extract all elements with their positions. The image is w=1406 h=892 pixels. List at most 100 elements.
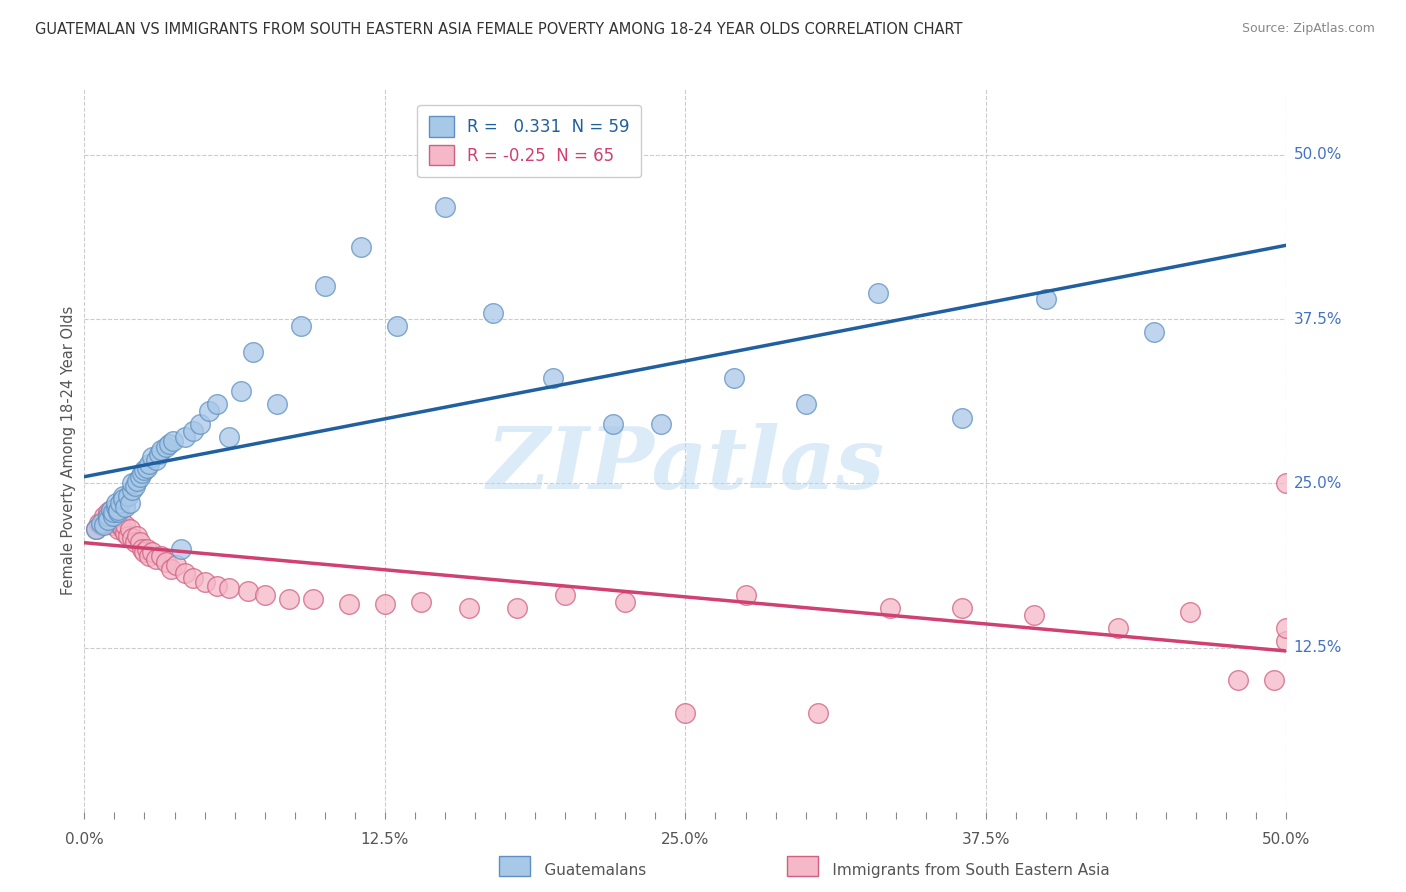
Point: [385, 318, 408, 333]
Point: [1275, 621, 1298, 635]
Point: [236, 584, 259, 599]
Point: [157, 437, 180, 451]
Point: [124, 479, 146, 493]
Point: [194, 574, 217, 589]
Point: [138, 549, 160, 563]
Point: [1180, 605, 1202, 619]
Point: [337, 597, 360, 611]
Point: [205, 397, 228, 411]
Text: 25.0%: 25.0%: [1294, 475, 1341, 491]
Point: [121, 532, 143, 546]
Point: [110, 509, 132, 524]
Point: [131, 541, 153, 556]
Point: [121, 476, 143, 491]
Point: [950, 601, 973, 615]
Text: 0.0%: 0.0%: [65, 832, 104, 847]
Point: [614, 594, 637, 608]
Point: [162, 434, 184, 449]
Point: [86, 522, 108, 536]
Point: [114, 526, 136, 541]
Point: [100, 502, 122, 516]
Point: [134, 463, 156, 477]
Text: Source: ZipAtlas.com: Source: ZipAtlas.com: [1241, 22, 1375, 36]
Point: [541, 371, 564, 385]
Point: [111, 491, 134, 506]
Point: [374, 597, 396, 611]
Point: [879, 601, 901, 615]
Point: [118, 522, 141, 536]
Text: 37.5%: 37.5%: [962, 832, 1010, 847]
Point: [266, 397, 288, 411]
Point: [111, 490, 134, 504]
Point: [111, 522, 134, 536]
Point: [290, 318, 312, 333]
Point: [675, 706, 697, 721]
Point: [198, 404, 221, 418]
Point: [97, 513, 120, 527]
Point: [165, 558, 187, 572]
Point: [100, 513, 122, 527]
Point: [506, 601, 529, 615]
Point: [155, 555, 177, 569]
Point: [107, 522, 129, 536]
Point: [145, 552, 167, 566]
Point: [124, 535, 146, 549]
Point: [155, 440, 177, 454]
Point: [458, 601, 481, 615]
Point: [134, 544, 156, 558]
Point: [734, 588, 756, 602]
Point: [150, 443, 173, 458]
Point: [141, 544, 163, 558]
Point: [131, 466, 153, 480]
Point: [104, 505, 127, 519]
Point: [1227, 673, 1250, 688]
Point: [188, 417, 211, 432]
Legend: R =   0.331  N = 59, R = -0.25  N = 65: R = 0.331 N = 59, R = -0.25 N = 65: [418, 104, 641, 178]
Point: [127, 529, 149, 543]
Text: Guatemalans: Guatemalans: [520, 863, 647, 878]
Point: [277, 591, 299, 606]
Point: [807, 706, 830, 721]
Point: [114, 518, 136, 533]
Point: [135, 541, 157, 556]
Point: [229, 384, 252, 399]
Point: [218, 582, 240, 596]
Point: [104, 496, 127, 510]
Point: [1275, 634, 1298, 648]
Point: [205, 579, 228, 593]
Point: [110, 518, 132, 533]
Point: [1275, 476, 1298, 491]
Text: 37.5%: 37.5%: [1294, 311, 1341, 326]
Point: [118, 496, 141, 510]
Text: GUATEMALAN VS IMMIGRANTS FROM SOUTH EASTERN ASIA FEMALE POVERTY AMONG 18-24 YEAR: GUATEMALAN VS IMMIGRANTS FROM SOUTH EAST…: [35, 22, 963, 37]
Point: [87, 516, 110, 530]
Point: [148, 447, 170, 461]
Point: [150, 549, 173, 563]
Point: [114, 500, 136, 514]
Point: [97, 509, 120, 524]
Point: [117, 529, 139, 543]
Point: [1263, 673, 1285, 688]
Point: [93, 518, 115, 533]
Text: 25.0%: 25.0%: [661, 832, 710, 847]
Point: [104, 516, 127, 530]
Point: [602, 417, 624, 432]
Text: 12.5%: 12.5%: [1294, 640, 1341, 655]
Point: [135, 460, 157, 475]
Point: [174, 430, 197, 444]
Point: [103, 505, 125, 519]
Point: [107, 502, 129, 516]
Point: [160, 562, 183, 576]
Point: [145, 452, 167, 467]
Point: [1143, 325, 1166, 339]
Point: [301, 591, 323, 606]
Point: [650, 417, 672, 432]
Point: [174, 566, 197, 580]
Y-axis label: Female Poverty Among 18-24 Year Olds: Female Poverty Among 18-24 Year Olds: [60, 306, 76, 595]
Point: [1107, 621, 1129, 635]
Point: [314, 279, 336, 293]
Text: 50.0%: 50.0%: [1294, 147, 1341, 162]
Point: [93, 509, 115, 524]
Point: [1035, 293, 1057, 307]
Text: Immigrants from South Eastern Asia: Immigrants from South Eastern Asia: [808, 863, 1111, 878]
